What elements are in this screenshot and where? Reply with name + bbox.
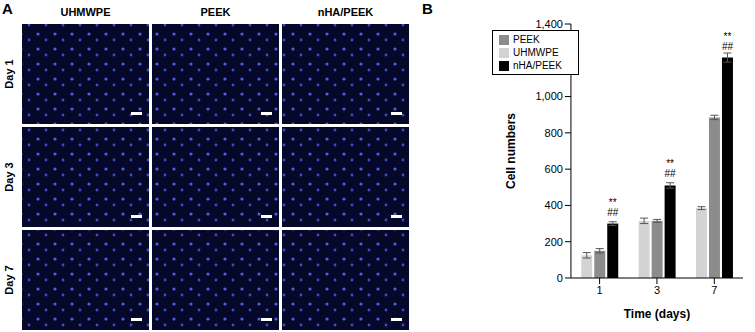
svg-text:0: 0 [557, 272, 563, 284]
svg-text:1,200: 1,200 [535, 54, 563, 66]
svg-text:800: 800 [545, 127, 563, 139]
svg-text:PEEK: PEEK [201, 6, 231, 18]
svg-text:A: A [2, 0, 13, 17]
svg-text:3: 3 [654, 284, 660, 296]
svg-text:Time (days): Time (days) [624, 307, 690, 321]
svg-text:1,000: 1,000 [535, 90, 563, 102]
svg-text:nHA/PEEK: nHA/PEEK [318, 6, 374, 18]
svg-text:**##: **## [722, 31, 734, 52]
svg-text:Day 1: Day 1 [3, 59, 15, 88]
svg-text:400: 400 [545, 199, 563, 211]
svg-text:UHMWPE: UHMWPE [60, 6, 110, 18]
svg-text:**##: **## [607, 197, 619, 218]
svg-text:Cell numbers: Cell numbers [504, 113, 518, 189]
svg-text:200: 200 [545, 236, 563, 248]
svg-text:7: 7 [711, 284, 717, 296]
svg-text:Day 7: Day 7 [3, 265, 15, 294]
svg-text:600: 600 [545, 163, 563, 175]
svg-text:**##: **## [665, 158, 677, 179]
svg-text:Day 3: Day 3 [3, 162, 15, 191]
svg-text:1: 1 [597, 284, 603, 296]
svg-text:1,400: 1,400 [535, 18, 563, 30]
